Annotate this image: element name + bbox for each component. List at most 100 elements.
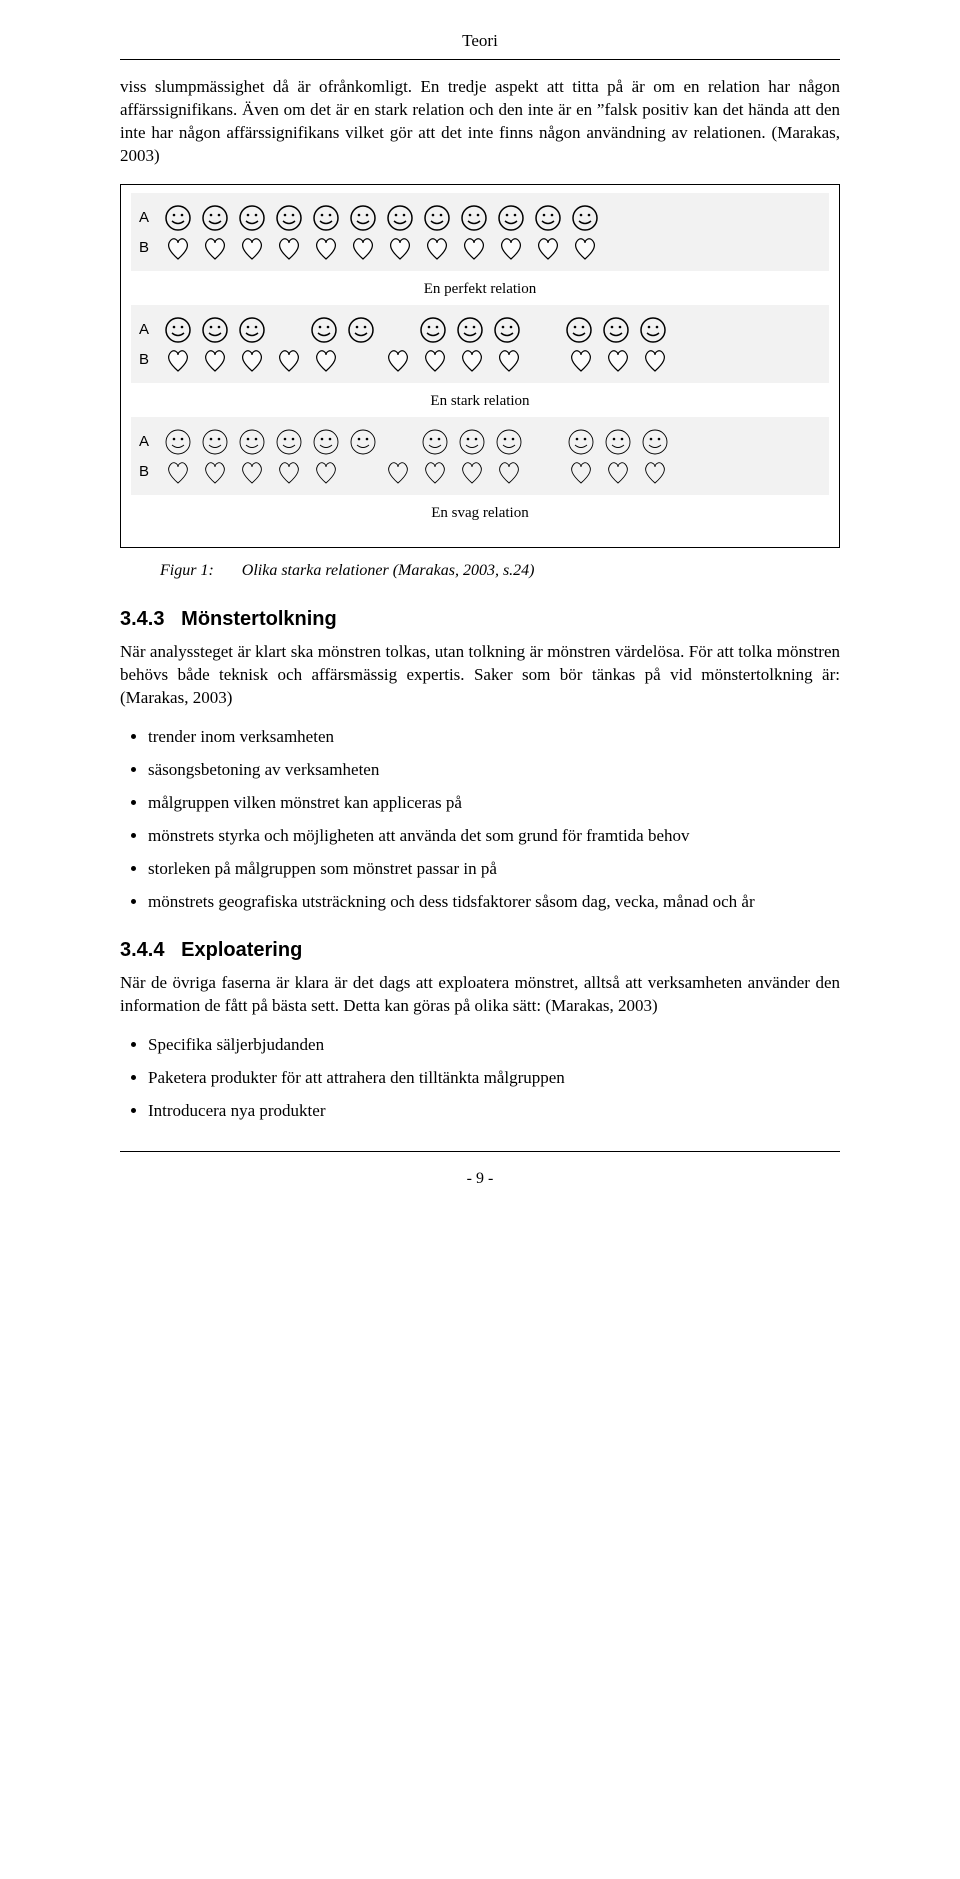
row-label: A	[139, 432, 157, 452]
heart-icon	[163, 345, 193, 375]
face-icon	[274, 203, 304, 233]
row-icons	[163, 457, 821, 487]
face-icon	[311, 427, 341, 457]
row-label: A	[139, 320, 157, 340]
heart-icon	[383, 457, 413, 487]
face-icon	[200, 427, 230, 457]
section-343-para: När analyssteget är klart ska mönstren t…	[120, 641, 840, 710]
face-icon	[348, 427, 378, 457]
heart-icon	[311, 233, 341, 263]
face-icon	[566, 427, 596, 457]
figure-caption-text: Olika starka relationer (Marakas, 2003, …	[242, 562, 535, 579]
figure-panel: A	[131, 417, 829, 495]
face-icon	[163, 203, 193, 233]
figure-row: B	[139, 233, 821, 263]
row-icons	[163, 315, 821, 345]
figure-row: B	[139, 457, 821, 487]
header-rule	[120, 59, 840, 60]
face-icon	[309, 315, 339, 345]
face-icon	[311, 203, 341, 233]
row-icons	[163, 203, 821, 233]
heart-icon	[348, 233, 378, 263]
heart-icon	[457, 457, 487, 487]
heart-icon	[422, 233, 452, 263]
list-item: Introducera nya produkter	[148, 1100, 840, 1123]
heart-icon	[383, 345, 413, 375]
heart-icon	[274, 345, 304, 375]
section-344-title: Exploatering	[181, 939, 302, 961]
section-343-title: Mönstertolkning	[181, 608, 337, 630]
heart-icon	[200, 345, 230, 375]
face-icon	[274, 427, 304, 457]
section-343-heading: 3.4.3 Mönstertolkning	[120, 606, 840, 633]
face-icon	[492, 315, 522, 345]
face-icon	[385, 203, 415, 233]
face-icon	[200, 315, 230, 345]
heart-icon	[311, 457, 341, 487]
figure-row: A	[139, 203, 821, 233]
heart-icon	[163, 457, 193, 487]
figure-row: A	[139, 427, 821, 457]
heart-icon	[566, 345, 596, 375]
face-icon	[494, 427, 524, 457]
figure-caption: Figur 1: Olika starka relationer (Maraka…	[160, 560, 840, 582]
face-icon	[455, 315, 485, 345]
intro-paragraph: viss slumpmässighet då är ofrånkomligt. …	[120, 76, 840, 168]
face-icon	[420, 427, 450, 457]
figure-number: Figur 1:	[160, 562, 214, 579]
heart-icon	[533, 233, 563, 263]
heart-icon	[570, 233, 600, 263]
list-item: Paketera produkter för att attrahera den…	[148, 1067, 840, 1090]
heart-icon	[420, 345, 450, 375]
heart-icon	[494, 345, 524, 375]
panel-caption: En svag relation	[131, 503, 829, 523]
heart-icon	[274, 233, 304, 263]
list-item: säsongsbetoning av verksamheten	[148, 759, 840, 782]
face-icon	[601, 315, 631, 345]
heart-icon	[640, 345, 670, 375]
face-icon	[459, 203, 489, 233]
figure-box: A	[120, 184, 840, 549]
heart-icon	[566, 457, 596, 487]
face-icon	[564, 315, 594, 345]
list-item: mönstrets geografiska utsträckning och d…	[148, 891, 840, 914]
row-icons	[163, 427, 821, 457]
heart-icon	[420, 457, 450, 487]
face-icon	[533, 203, 563, 233]
face-icon	[237, 427, 267, 457]
row-label: B	[139, 350, 157, 370]
figure-row: B	[139, 345, 821, 375]
face-icon	[640, 427, 670, 457]
figure-panel: A	[131, 193, 829, 271]
face-icon	[422, 203, 452, 233]
panel-caption: En stark relation	[131, 391, 829, 411]
heart-icon	[496, 233, 526, 263]
row-label: B	[139, 238, 157, 258]
page-number: - 9 -	[120, 1168, 840, 1190]
heart-icon	[603, 345, 633, 375]
face-icon	[348, 203, 378, 233]
heart-icon	[163, 233, 193, 263]
panel-caption: En perfekt relation	[131, 279, 829, 299]
heart-icon	[640, 457, 670, 487]
list-item: Specifika säljerbjudanden	[148, 1034, 840, 1057]
heart-icon	[603, 457, 633, 487]
heart-icon	[459, 233, 489, 263]
figure-row: A	[139, 315, 821, 345]
heart-icon	[311, 345, 341, 375]
figure-panel: A	[131, 305, 829, 383]
section-344-para: När de övriga faserna är klara är det da…	[120, 972, 840, 1018]
face-icon	[638, 315, 668, 345]
section-343-num: 3.4.3	[120, 608, 164, 630]
list-item: målgruppen vilken mönstret kan applicera…	[148, 792, 840, 815]
heart-icon	[274, 457, 304, 487]
footer-rule	[120, 1151, 840, 1152]
face-icon	[237, 203, 267, 233]
heart-icon	[494, 457, 524, 487]
face-icon	[237, 315, 267, 345]
face-icon	[457, 427, 487, 457]
list-item: storleken på målgruppen som mönstret pas…	[148, 858, 840, 881]
face-icon	[200, 203, 230, 233]
row-label: A	[139, 208, 157, 228]
heart-icon	[237, 457, 267, 487]
